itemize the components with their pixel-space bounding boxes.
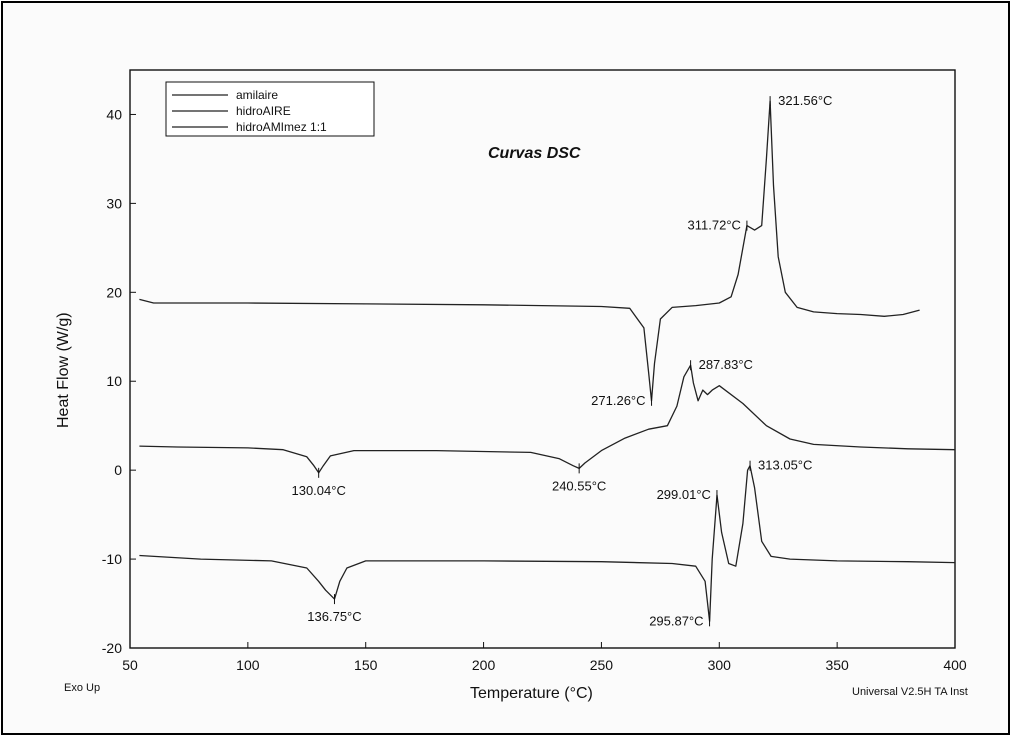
peak-label: 295.87°C — [649, 613, 703, 628]
peak-annotations: 321.56°C 311.72°C 271.26°C 287.83°C 130.04°C… — [291, 93, 832, 628]
y-tick-label: 0 — [114, 462, 122, 478]
legend: amilaire hidroAIRE hidroAMImez 1:1 — [165, 81, 375, 137]
legend-label-3: hidroAMImez 1:1 — [236, 120, 327, 134]
x-tick-label: 50 — [122, 657, 138, 673]
peak-label: 311.72°C — [688, 218, 741, 233]
legend-label-1: amilaire — [236, 88, 278, 102]
footer-right: Universal V2.5H TA Inst — [852, 686, 968, 698]
x-tick-label: 200 — [472, 657, 496, 673]
plot-area — [129, 69, 956, 649]
x-axis-title: Temperature (°C) — [470, 685, 593, 702]
peak-label: 299.01°C — [657, 487, 711, 502]
data-series — [139, 100, 956, 622]
y-tick-label: -20 — [102, 640, 122, 656]
footer-left: Exo Up — [64, 682, 100, 694]
series-line-2 — [139, 364, 956, 474]
peak-label: 287.83°C — [699, 357, 753, 372]
y-tick-label: 40 — [106, 106, 122, 122]
peak-label: 240.55°C — [552, 478, 606, 493]
series-line-3 — [139, 465, 956, 622]
peak-label: 136.75°C — [307, 609, 361, 624]
axis-ticks: 50 100 150 200 250 300 350 400 -20 -10 0 10 20 30 40 — [102, 106, 967, 673]
chart-title: Curvas DSC — [488, 145, 581, 162]
x-tick-label: 250 — [590, 657, 614, 673]
y-tick-label: -10 — [102, 551, 122, 567]
x-tick-label: 100 — [236, 657, 260, 673]
x-tick-label: 400 — [943, 657, 967, 673]
peak-label: 313.05°C — [758, 458, 812, 473]
peak-label: 130.04°C — [291, 483, 345, 498]
y-axis-title: Heat Flow (W/g) — [55, 312, 72, 428]
x-tick-label: 300 — [708, 657, 732, 673]
y-tick-label: 10 — [106, 373, 122, 389]
x-tick-label: 150 — [354, 657, 378, 673]
y-tick-label: 20 — [106, 284, 122, 300]
y-tick-label: 30 — [106, 195, 122, 211]
x-tick-label: 350 — [825, 657, 849, 673]
peak-label: 271.26°C — [591, 393, 645, 408]
series-line-1 — [139, 100, 920, 402]
peak-label: 321.56°C — [778, 93, 832, 108]
legend-label-2: hidroAIRE — [236, 104, 291, 118]
